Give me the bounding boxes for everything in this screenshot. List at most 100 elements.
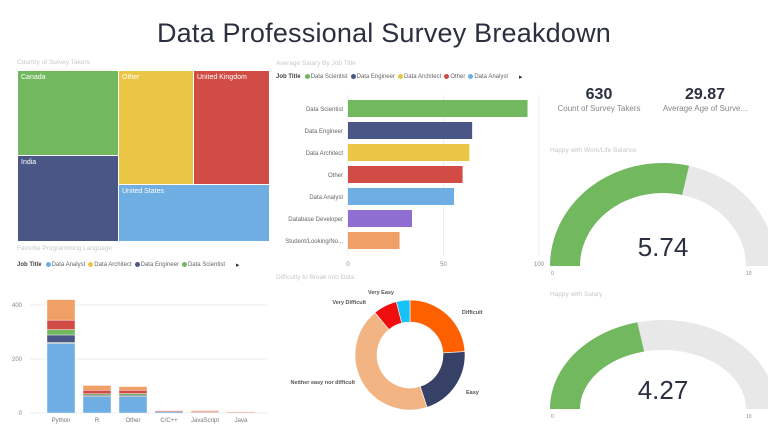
- legend-next-arrow-icon[interactable]: ▸: [519, 74, 523, 81]
- bar-segment: [190, 410, 220, 412]
- legend-label: Data Engineer: [356, 74, 395, 81]
- legend-item[interactable]: Data Engineer: [134, 261, 179, 269]
- legend-item[interactable]: Other: [444, 73, 466, 81]
- legend-dot-icon: [45, 261, 51, 267]
- legend-dot-icon: [88, 261, 94, 267]
- y-category-label: Data Scientist: [306, 107, 343, 113]
- bar: [348, 210, 412, 227]
- legend-label: Other: [450, 74, 466, 81]
- gauge-fill: [550, 163, 690, 266]
- bar-segment: [82, 390, 112, 395]
- legend-next-arrow-icon[interactable]: ▸: [236, 262, 240, 269]
- legend-item[interactable]: Data Engineer: [350, 73, 395, 81]
- legend-item[interactable]: Data Architect: [397, 73, 442, 81]
- legend-dot-icon: [397, 73, 403, 79]
- legend-label: Data Architect: [403, 74, 442, 81]
- legend-item[interactable]: Data Scientist: [304, 73, 348, 81]
- treemap-tile-canada[interactable]: Canada: [17, 70, 119, 156]
- slice-label: Very Easy: [368, 290, 395, 296]
- x-category-label: R: [95, 418, 100, 424]
- legend-dot-icon: [134, 261, 140, 267]
- salary-title: Average Salary By Job Title: [276, 60, 356, 67]
- languages-legend: Job Title Data Analyst Data Architect Data…: [17, 261, 240, 269]
- gauge-fill: [550, 322, 645, 409]
- y-tick-label: 400: [12, 303, 23, 309]
- x-category-label: Other: [125, 418, 140, 424]
- bar-segment: [82, 385, 112, 391]
- x-tick-label: 0: [346, 262, 350, 268]
- page-title: Data Professional Survey Breakdown: [156, 18, 612, 48]
- treemap-title: Country of Survey Takers: [17, 59, 90, 66]
- donut-slice: [395, 299, 411, 324]
- legend-label: Data Scientist: [187, 262, 225, 269]
- y-category-label: Data Architect: [306, 151, 344, 157]
- legend-label: Data Engineer: [140, 262, 179, 269]
- bar-segment: [118, 393, 148, 396]
- treemap-tile-india[interactable]: India: [17, 155, 119, 242]
- bar: [348, 166, 463, 183]
- bar: [348, 188, 455, 205]
- y-category-label: Database Developer: [288, 217, 343, 223]
- gauge-value: 4.27: [638, 375, 689, 405]
- bar-segment: [82, 396, 112, 414]
- treemap-tile-us[interactable]: United States: [118, 184, 270, 242]
- donut-slice: [409, 299, 466, 354]
- x-category-label: Java: [235, 418, 248, 424]
- gauge-title: Happy with Salary: [550, 291, 603, 298]
- legend-item[interactable]: Data Analyst: [45, 261, 86, 269]
- languages-stacked-chart: 0 200 400 Python R Other C/C++ JavaScript Java: [12, 299, 268, 424]
- y-category-label: Other: [328, 173, 343, 179]
- x-category-label: C/C++: [160, 418, 178, 424]
- gauge-title: Happy with Work/Life Balance: [550, 147, 637, 154]
- legend-title: Job Title: [276, 74, 301, 80]
- difficulty-title: Difficulty to Break into Data: [276, 274, 355, 281]
- donut-slice: [354, 312, 428, 411]
- donut-slice: [419, 351, 466, 408]
- legend-dot-icon: [350, 73, 356, 79]
- x-category-label: JavaScript: [191, 418, 219, 424]
- languages-title: Favorite Programming Language: [17, 245, 113, 252]
- kpi-value: 29.87: [684, 86, 726, 103]
- salary-gauge: 4.27 0 10: [550, 320, 768, 420]
- legend-label: Data Analyst: [474, 74, 509, 81]
- gauge-min-label: 0: [551, 414, 554, 420]
- y-category-label: Data Engineer: [305, 129, 343, 135]
- kpi-count-card: 630 Count of Survey Takers: [551, 86, 647, 113]
- bar-segment: [46, 343, 76, 414]
- slice-label: Easy: [466, 390, 480, 396]
- bar-segment: [46, 334, 76, 343]
- bar-segment: [46, 319, 76, 330]
- bar-segment: [118, 394, 148, 397]
- gauge-max-label: 10: [746, 414, 752, 420]
- legend-label: Data Analyst: [51, 262, 86, 269]
- slice-label: Neither easy nor difficult: [291, 380, 356, 386]
- bar-segment: [46, 299, 76, 321]
- x-category-label: Python: [52, 418, 71, 424]
- legend-item[interactable]: Data Analyst: [468, 73, 509, 81]
- worklife-gauge: 5.74 0 10: [550, 163, 768, 277]
- difficulty-donut-chart: Difficult Easy Neither easy nor difficult V…: [291, 290, 483, 411]
- gauge-value: 5.74: [638, 232, 689, 262]
- legend-dot-icon: [468, 73, 474, 79]
- treemap-tile-other[interactable]: Other: [118, 70, 194, 185]
- kpi-value: 630: [585, 86, 613, 103]
- legend-item[interactable]: Data Scientist: [181, 261, 225, 269]
- bar: [348, 232, 400, 249]
- bar-segment: [118, 386, 148, 391]
- y-category-label: Data Analyst: [309, 195, 343, 201]
- legend-dot-icon: [304, 73, 310, 79]
- y-tick-label: 200: [12, 357, 23, 363]
- treemap-tile-uk[interactable]: United Kingdom: [193, 70, 270, 185]
- x-tick-label: 100: [534, 262, 545, 268]
- bar-segment: [82, 393, 112, 396]
- legend-label: Data Scientist: [310, 74, 348, 81]
- legend-label: Data Architect: [94, 262, 132, 269]
- bar-segment: [118, 390, 148, 394]
- slice-label: Very Difficult: [332, 300, 366, 306]
- kpi-label: Count of Survey Takers: [557, 104, 641, 113]
- legend-title: Job Title: [17, 262, 42, 268]
- legend-item[interactable]: Data Architect: [88, 261, 132, 269]
- salary-bar-chart: 0 50 100 Data Scientist Data Engineer Data Ar…: [285, 95, 545, 268]
- bar: [348, 144, 470, 161]
- legend-dot-icon: [181, 261, 187, 267]
